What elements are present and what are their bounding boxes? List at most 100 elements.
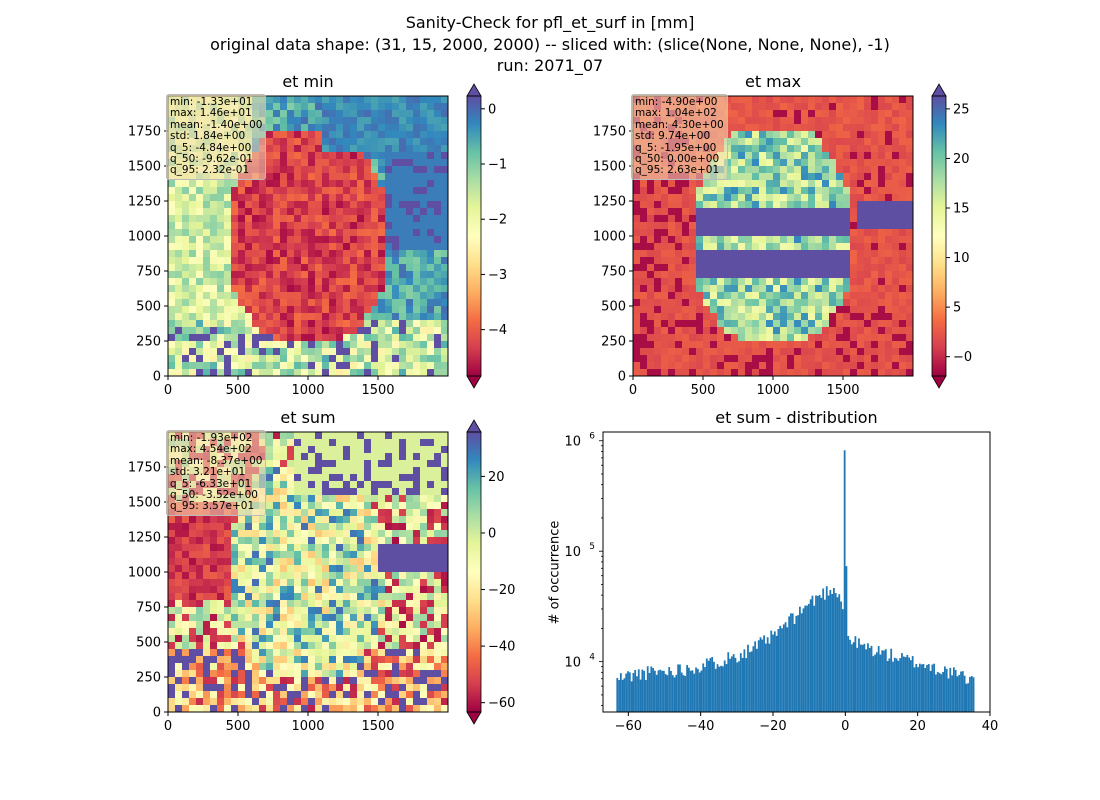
heatmap-cell xyxy=(406,201,414,209)
heatmap-cell xyxy=(850,124,858,132)
heatmap-cell xyxy=(371,488,379,496)
heatmap-cell xyxy=(857,138,865,146)
heatmap-cell xyxy=(301,299,309,307)
heatmap-cell xyxy=(189,684,197,692)
heatmap-cell xyxy=(329,250,337,258)
heatmap-cell xyxy=(196,621,204,629)
heatmap-cell xyxy=(406,166,414,174)
heatmap-cell xyxy=(434,439,442,447)
heatmap-cell xyxy=(406,614,414,622)
heatmap-cell xyxy=(731,124,739,132)
heatmap-cell xyxy=(385,187,393,195)
hist-bar xyxy=(677,664,680,712)
y-tick-label: 500 xyxy=(601,300,626,315)
heatmap-cell xyxy=(294,502,302,510)
heatmap-cell xyxy=(738,250,746,258)
heatmap-cell xyxy=(378,488,386,496)
heatmap-cell xyxy=(308,292,316,300)
heatmap-cell xyxy=(273,530,281,538)
heatmap-cell xyxy=(829,362,837,370)
heatmap-cell xyxy=(399,194,407,202)
heatmap-cell xyxy=(731,327,739,335)
heatmap-cell xyxy=(392,586,400,594)
heatmap-cell xyxy=(892,264,900,272)
heatmap-cell xyxy=(906,152,914,160)
heatmap-cell xyxy=(245,271,253,279)
heatmap-cell xyxy=(724,348,732,356)
heatmap-cell xyxy=(224,278,232,286)
heatmap-cell xyxy=(787,215,795,223)
heatmap-cell xyxy=(647,320,655,328)
heatmap-cell xyxy=(245,670,253,678)
hist-bar xyxy=(668,667,671,712)
heatmap-cell xyxy=(336,222,344,230)
heatmap-cell xyxy=(217,684,225,692)
heatmap-cell xyxy=(441,614,449,622)
heatmap-cell xyxy=(357,292,365,300)
heatmap-cell xyxy=(661,208,669,216)
heatmap-cell xyxy=(794,145,802,153)
heatmap-cell xyxy=(273,299,281,307)
heatmap-cell xyxy=(280,334,288,342)
heatmap-cell xyxy=(731,236,739,244)
heatmap-cell xyxy=(322,166,330,174)
heatmap-cell xyxy=(724,138,732,146)
heatmap-cell xyxy=(266,257,274,265)
heatmap-cell xyxy=(315,215,323,223)
heatmap-cell xyxy=(780,208,788,216)
heatmap-cell xyxy=(378,586,386,594)
heatmap-cell xyxy=(406,222,414,230)
heatmap-cell xyxy=(441,257,449,265)
heatmap-cell xyxy=(731,166,739,174)
heatmap-cell xyxy=(441,439,449,447)
heatmap-cell xyxy=(287,201,295,209)
heatmap-cell xyxy=(731,159,739,167)
heatmap-cell xyxy=(168,271,176,279)
heatmap-cell xyxy=(329,243,337,251)
heatmap-cell xyxy=(308,460,316,468)
heatmap-cell xyxy=(238,334,246,342)
heatmap-cell xyxy=(906,229,914,237)
heatmap-cell xyxy=(287,222,295,230)
heatmap-cell xyxy=(406,313,414,321)
heatmap-cell xyxy=(836,187,844,195)
heatmap-cell xyxy=(280,460,288,468)
heatmap-cell xyxy=(906,131,914,139)
heatmap-cell xyxy=(427,187,435,195)
heatmap-cell xyxy=(710,292,718,300)
heatmap-cell xyxy=(371,271,379,279)
heatmap-cell xyxy=(766,152,774,160)
heatmap-cell xyxy=(633,278,641,286)
heatmap-cell xyxy=(168,264,176,272)
heatmap-cell xyxy=(231,215,239,223)
heatmap-cell xyxy=(210,544,218,552)
heatmap-cell xyxy=(413,369,421,377)
heatmap-cell xyxy=(885,180,893,188)
heatmap-cell xyxy=(724,208,732,216)
heatmap-cell xyxy=(892,369,900,377)
heatmap-cell xyxy=(196,586,204,594)
heatmap-cell xyxy=(441,124,449,132)
heatmap-cell xyxy=(829,341,837,349)
heatmap-cell xyxy=(280,572,288,580)
heatmap-cell xyxy=(857,208,865,216)
heatmap-cell xyxy=(759,285,767,293)
heatmap-cell xyxy=(654,222,662,230)
heatmap-cell xyxy=(413,103,421,111)
heatmap-cell xyxy=(245,558,253,566)
heatmap-cell xyxy=(280,264,288,272)
heatmap-cell xyxy=(885,103,893,111)
heatmap-cell xyxy=(210,306,218,314)
heatmap-cell xyxy=(773,180,781,188)
heatmap-cell xyxy=(738,159,746,167)
heatmap-cell xyxy=(322,628,330,636)
heatmap-cell xyxy=(689,222,697,230)
heatmap-cell xyxy=(294,670,302,678)
heatmap-cell xyxy=(633,187,641,195)
heatmap-cell xyxy=(815,187,823,195)
heatmap-cell xyxy=(315,628,323,636)
heatmap-cell xyxy=(322,446,330,454)
heatmap-cell xyxy=(724,355,732,363)
heatmap-cell xyxy=(434,215,442,223)
heatmap-cell xyxy=(371,341,379,349)
